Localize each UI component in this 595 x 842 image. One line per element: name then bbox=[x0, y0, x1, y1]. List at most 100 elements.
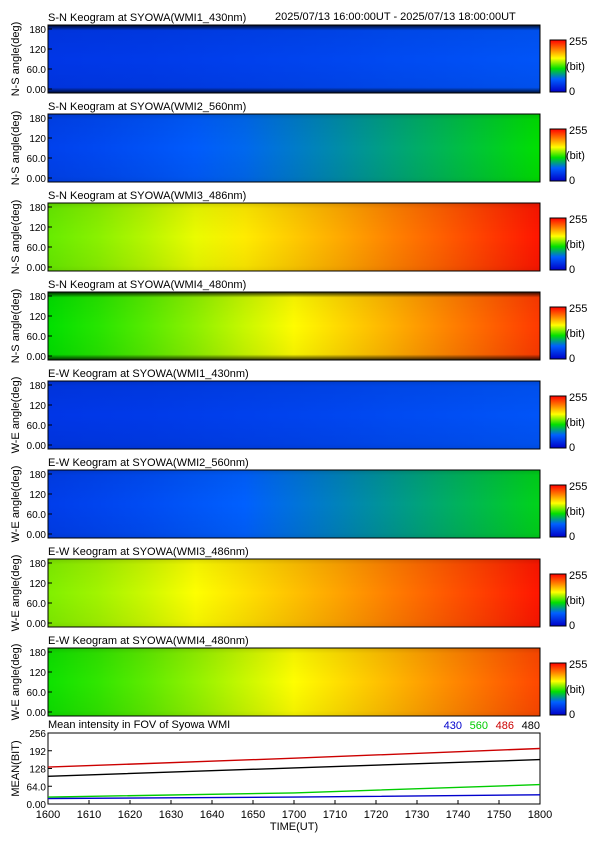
keogram-shading bbox=[48, 381, 540, 449]
chart-y-tick-label: 64.0 bbox=[27, 782, 47, 793]
keogram-shading bbox=[48, 648, 540, 716]
colorbar-min-label: 0 bbox=[569, 264, 575, 276]
series-line-430 bbox=[47, 794, 541, 800]
chart-x-tick-label: 1730 bbox=[405, 809, 429, 821]
panel-title: E-W Keogram at SYOWA(WMI2_560nm) bbox=[48, 457, 249, 469]
chart-x-tick-label: 1620 bbox=[118, 809, 142, 821]
colorbar bbox=[549, 484, 567, 538]
panel-frame bbox=[47, 558, 541, 628]
colorbar-max-label: 255 bbox=[569, 303, 587, 315]
keogram-panel: E-W Keogram at SYOWA(WMI3_486nm)180 120 60… bbox=[10, 546, 587, 632]
keogram-panel: S-N Keogram at SYOWA(WMI1_430nm)180 120 60… bbox=[10, 12, 587, 98]
chart-y-tick-label: 128 bbox=[29, 765, 46, 776]
series-line-486 bbox=[47, 747, 541, 768]
chart-x-tick-label: 1630 bbox=[159, 809, 183, 821]
colorbar-max-label: 255 bbox=[569, 36, 587, 48]
y-tick-label: 0.00 bbox=[27, 708, 47, 719]
keogram-shading bbox=[48, 470, 540, 538]
panel-title: E-W Keogram at SYOWA(WMI3_486nm) bbox=[48, 546, 249, 558]
y-axis-label: N-S angle(deg) bbox=[10, 111, 22, 186]
colorbar-min-label: 0 bbox=[569, 175, 575, 187]
chart-title: Mean intensity in FOV of Syowa WMI bbox=[48, 719, 230, 731]
colorbar-max-label: 255 bbox=[569, 570, 587, 582]
y-tick-label: 120 bbox=[29, 579, 46, 590]
colorbar-unit-label: (bit) bbox=[566, 328, 585, 340]
colorbar-max-label: 255 bbox=[569, 659, 587, 671]
colorbar-unit-label: (bit) bbox=[566, 417, 585, 429]
y-tick-label: 180 bbox=[29, 470, 46, 481]
y-tick-label: 0.00 bbox=[27, 619, 47, 630]
chart-y-tick-label: 256 bbox=[29, 729, 46, 740]
y-tick-label: 0.00 bbox=[27, 263, 47, 274]
colorbar-max-label: 255 bbox=[569, 125, 587, 137]
chart-x-tick-label: 1750 bbox=[487, 809, 511, 821]
y-tick-label: 120 bbox=[29, 223, 46, 234]
legend-entry: 430 bbox=[444, 720, 462, 732]
keogram-panel: E-W Keogram at SYOWA(WMI2_560nm)180 120 60… bbox=[10, 457, 587, 543]
y-axis-label: W-E angle(deg) bbox=[10, 555, 22, 632]
colorbar bbox=[549, 128, 567, 182]
colorbar-unit-label: (bit) bbox=[566, 61, 585, 73]
y-axis-label: N-S angle(deg) bbox=[10, 22, 22, 97]
y-tick-label: 180 bbox=[29, 203, 46, 214]
colorbar-unit-label: (bit) bbox=[566, 239, 585, 251]
chart-x-tick-label: 1600 bbox=[36, 809, 60, 821]
keogram-shading bbox=[48, 292, 540, 360]
keogram-panel: S-N Keogram at SYOWA(WMI3_486nm)180 120 60… bbox=[10, 190, 587, 276]
panel-frame bbox=[47, 469, 541, 539]
keogram-panel: E-W Keogram at SYOWA(WMI1_430nm)180 120 60… bbox=[10, 368, 587, 454]
colorbar bbox=[549, 573, 567, 627]
y-tick-label: 120 bbox=[29, 668, 46, 679]
chart-x-tick-label: 1800 bbox=[528, 809, 552, 821]
panel-title: S-N Keogram at SYOWA(WMI3_486nm) bbox=[48, 190, 246, 202]
y-tick-label: 0.00 bbox=[27, 85, 47, 96]
keogram-shading bbox=[48, 25, 540, 93]
keogram-panel: S-N Keogram at SYOWA(WMI4_480nm)180 120 60… bbox=[10, 279, 587, 365]
y-tick-label: 120 bbox=[29, 134, 46, 145]
colorbar-max-label: 255 bbox=[569, 214, 587, 226]
colorbar bbox=[549, 662, 567, 716]
legend-entry: 560 bbox=[470, 720, 488, 732]
y-axis-label: W-E angle(deg) bbox=[10, 644, 22, 721]
colorbar-min-label: 0 bbox=[569, 442, 575, 454]
chart-y-tick-label: 0.00 bbox=[27, 800, 47, 811]
y-tick-label: 0.00 bbox=[27, 441, 47, 452]
y-tick-label: 120 bbox=[29, 312, 46, 323]
chart-x-tick-label: 1640 bbox=[200, 809, 224, 821]
keogram-panels: S-N Keogram at SYOWA(WMI1_430nm)18012060… bbox=[10, 12, 587, 721]
keogram-shading bbox=[48, 203, 540, 271]
colorbar-min-label: 0 bbox=[569, 709, 575, 721]
y-tick-label: 120 bbox=[29, 45, 46, 56]
keogram-shading bbox=[48, 559, 540, 627]
panel-title: E-W Keogram at SYOWA(WMI4_480nm) bbox=[48, 635, 249, 647]
y-tick-label: 180 bbox=[29, 292, 46, 303]
y-tick-label: 180 bbox=[29, 381, 46, 392]
colorbar bbox=[549, 217, 567, 271]
y-tick-label: 180 bbox=[29, 25, 46, 36]
y-axis-label: W-E angle(deg) bbox=[10, 466, 22, 543]
y-tick-label: 120 bbox=[29, 401, 46, 412]
y-tick-label: 60.0 bbox=[27, 332, 47, 343]
chart-x-axis-label: TIME(UT) bbox=[270, 821, 318, 833]
chart-y-tick-label: 192 bbox=[29, 747, 46, 758]
y-axis-label: N-S angle(deg) bbox=[10, 289, 22, 364]
y-tick-label: 60.0 bbox=[27, 65, 47, 76]
legend-entry: 486 bbox=[496, 720, 514, 732]
colorbar-unit-label: (bit) bbox=[566, 506, 585, 518]
y-tick-label: 60.0 bbox=[27, 599, 47, 610]
panel-title: S-N Keogram at SYOWA(WMI4_480nm) bbox=[48, 279, 246, 291]
keogram-panel: S-N Keogram at SYOWA(WMI2_560nm)180 120 60… bbox=[10, 101, 587, 187]
colorbar bbox=[549, 39, 567, 93]
panel-frame bbox=[47, 647, 541, 717]
time-range-label: 2025/07/13 16:00:00UT - 2025/07/13 18:00… bbox=[275, 11, 516, 23]
mean-intensity-chart: Mean intensity in FOV of Syowa WMI 480 486… bbox=[10, 719, 552, 833]
keogram-panel: E-W Keogram at SYOWA(WMI4_480nm)180 120 60… bbox=[10, 635, 587, 721]
colorbar-min-label: 0 bbox=[569, 353, 575, 365]
chart-x-tick-label: 1700 bbox=[282, 809, 306, 821]
y-tick-label: 60.0 bbox=[27, 688, 47, 699]
panel-frame bbox=[47, 202, 541, 272]
y-tick-label: 0.00 bbox=[27, 352, 47, 363]
chart-x-tick-label: 1720 bbox=[364, 809, 388, 821]
series-line-480 bbox=[47, 758, 541, 777]
